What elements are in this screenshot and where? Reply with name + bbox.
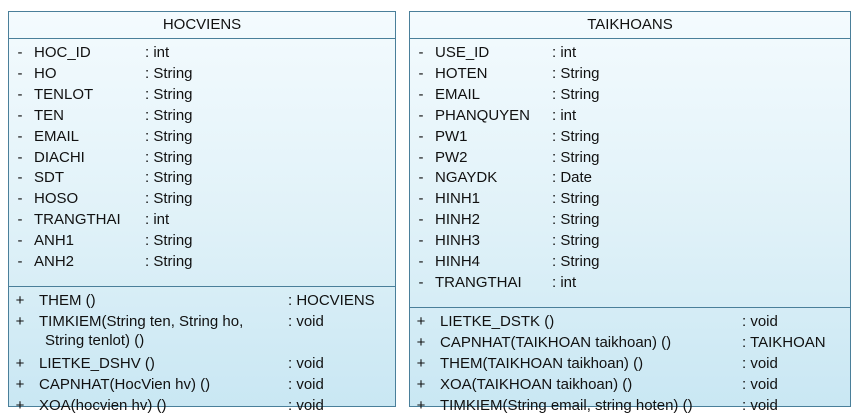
operation-row: + XOA(hocvien hv) (): void: [15, 397, 324, 414]
attribute-row: - HINH2: String: [418, 211, 600, 228]
operation-row: + THEM (): HOCVIENS: [15, 292, 375, 309]
attribute-row: - TRANGTHAI: int: [418, 274, 577, 291]
attribute-row: - EMAIL: String: [17, 128, 193, 145]
attribute-row: - HO: String: [17, 65, 193, 82]
operations-compartment: + THEM (): HOCVIENS + TIMKIEM(String ten, …: [9, 287, 395, 414]
class-box-taikhoans[interactable]: TAIKHOANS - USE_ID: int - HOTEN: String -E…: [409, 11, 851, 414]
operation-row: + TIMKIEM(String ten, String ho,: void: [15, 313, 324, 330]
operation-row: + THEM(TAIKHOAN taikhoan) (): void: [416, 355, 778, 372]
attribute-row: - HINH4: String: [418, 253, 600, 270]
attributes-compartment: - USE_ID: int - HOTEN: String - EMAIL: Stri…: [410, 39, 850, 308]
operation-row: + TIMKIEM(String email, string hoten) ():…: [416, 397, 778, 414]
attribute-row: - HOC_ID: int: [17, 44, 170, 61]
attribute-row: - PW1: String: [418, 128, 600, 145]
operations-compartment: + LIETKE_DSTK (): void + CAPNHAT(TAIKHOAN …: [410, 308, 850, 414]
attribute-row: - SDT: String: [17, 169, 193, 186]
attribute-row: - NGAYDK: Date: [418, 169, 593, 186]
attribute-row: - HOTEN: String: [418, 65, 600, 82]
attribute-row: - TRANGTHAI: int: [17, 211, 170, 228]
attribute-row: - HINH1: String: [418, 190, 600, 207]
operation-row-continuation: String tenlot) (): [45, 332, 145, 349]
class-title: HOCVIENS: [9, 12, 395, 39]
attribute-row: - DIACHI: String: [17, 149, 193, 166]
attribute-row: - HINH3: String: [418, 232, 600, 249]
attribute-row: - HOSO: String: [17, 190, 193, 207]
attributes-compartment: - HOC_ID: int - HO: String - TENLOT: String…: [9, 39, 395, 287]
class-title: TAIKHOANS: [410, 12, 850, 39]
operation-row: + XOA(TAIKHOAN taikhoan) (): void: [416, 376, 778, 393]
attribute-row: - USE_ID: int: [418, 44, 577, 61]
attribute-row: - PHANQUYEN: int: [418, 107, 577, 124]
class-box-hocviens[interactable]: HOCVIENS - HOC_ID: int - HO: String - TENLO…: [8, 11, 396, 414]
attribute-row: - ANH1: String: [17, 232, 193, 249]
attribute-row: - ANH2: String: [17, 253, 193, 270]
operation-row: + CAPNHAT(TAIKHOAN taikhoan) (): TAIKHOAN: [416, 334, 826, 351]
attribute-row: - PW2: String: [418, 149, 600, 166]
attribute-row: - EMAIL: String: [418, 86, 600, 103]
attribute-row: - TENLOT: String: [17, 86, 193, 103]
operation-row: + CAPNHAT(HocVien hv) (): void: [15, 376, 324, 393]
operation-row: + LIETKE_DSTK (): void: [416, 313, 778, 330]
operation-row: + LIETKE_DSHV (): void: [15, 355, 324, 372]
attribute-row: - TEN: String: [17, 107, 193, 124]
